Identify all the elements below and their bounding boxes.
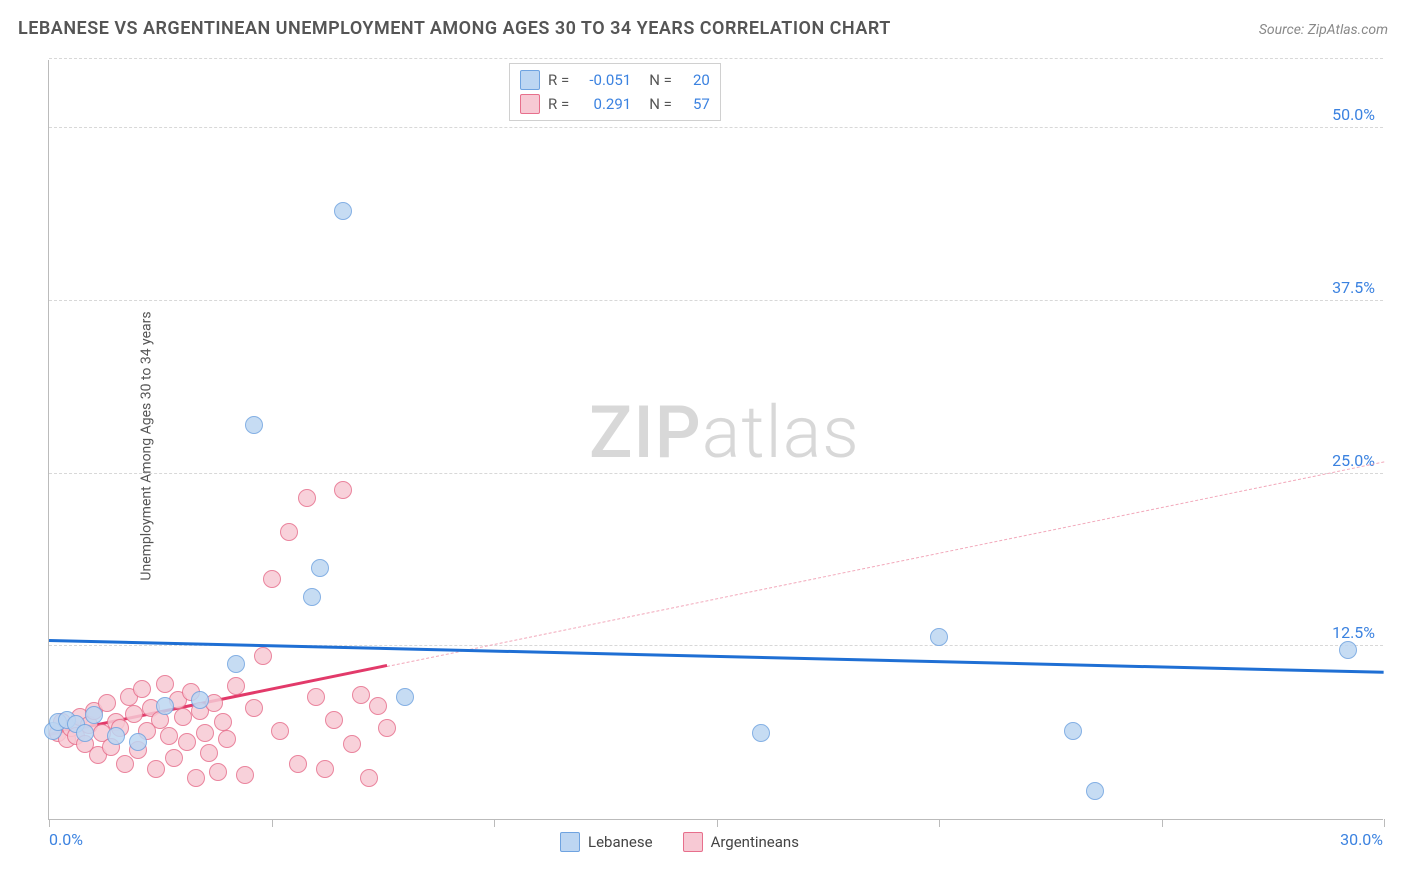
legend-n-label: N =: [649, 95, 672, 113]
legend-r-value: 0.291: [577, 95, 631, 113]
data-point: [147, 760, 165, 778]
legend-row: R = 0.291 N = 57: [520, 92, 710, 116]
data-point: [289, 755, 307, 773]
data-point: [227, 677, 245, 695]
x-tick: [494, 819, 495, 827]
data-point: [187, 769, 205, 787]
x-tick: [1162, 819, 1163, 827]
chart-source: Source: ZipAtlas.com: [1259, 22, 1388, 38]
gridline-h: [49, 58, 1383, 59]
data-point: [343, 735, 361, 753]
trend-line: [387, 462, 1384, 667]
scatter-plot: ZIPatlas 12.5%25.0%37.5%50.0%0.0%30.0%R …: [48, 60, 1383, 820]
data-point: [311, 559, 329, 577]
data-point: [930, 628, 948, 646]
data-point: [165, 749, 183, 767]
y-tick-label: 50.0%: [1332, 105, 1375, 124]
data-point: [271, 722, 289, 740]
data-point: [334, 202, 352, 220]
legend-swatch: [520, 70, 540, 90]
series-name: Argentineans: [711, 833, 799, 851]
data-point: [191, 691, 209, 709]
data-point: [254, 647, 272, 665]
data-point: [1064, 722, 1082, 740]
data-point: [196, 724, 214, 742]
data-point: [360, 769, 378, 787]
data-point: [1086, 782, 1104, 800]
data-point: [156, 675, 174, 693]
data-point: [303, 588, 321, 606]
legend-r-label: R =: [548, 71, 569, 89]
legend-n-value: 57: [680, 95, 710, 113]
data-point: [369, 697, 387, 715]
watermark-bold: ZIP: [589, 390, 702, 475]
series-legend-item: Lebanese: [560, 832, 653, 852]
data-point: [352, 686, 370, 704]
data-point: [156, 697, 174, 715]
data-point: [325, 711, 343, 729]
data-point: [214, 713, 232, 731]
x-max-label: 30.0%: [1340, 830, 1383, 849]
gridline-h: [49, 473, 1383, 474]
data-point: [116, 755, 134, 773]
data-point: [1339, 641, 1357, 659]
data-point: [129, 733, 147, 751]
data-point: [125, 705, 143, 723]
data-point: [200, 744, 218, 762]
data-point: [307, 688, 325, 706]
data-point: [245, 699, 263, 717]
series-legend-item: Argentineans: [683, 832, 799, 852]
watermark: ZIPatlas: [589, 390, 860, 475]
x-tick: [939, 819, 940, 827]
data-point: [218, 730, 236, 748]
data-point: [316, 760, 334, 778]
data-point: [174, 708, 192, 726]
x-tick: [1384, 819, 1385, 827]
x-tick: [272, 819, 273, 827]
chart-header: LEBANESE VS ARGENTINEAN UNEMPLOYMENT AMO…: [18, 18, 1388, 39]
data-point: [107, 727, 125, 745]
x-tick: [717, 819, 718, 827]
data-point: [133, 680, 151, 698]
data-point: [334, 481, 352, 499]
chart-title: LEBANESE VS ARGENTINEAN UNEMPLOYMENT AMO…: [18, 18, 891, 39]
data-point: [378, 719, 396, 737]
legend-n-value: 20: [680, 71, 710, 89]
data-point: [298, 489, 316, 507]
correlation-legend: R = -0.051 N = 20 R = 0.291 N = 57: [509, 63, 721, 121]
legend-swatch: [560, 832, 580, 852]
data-point: [178, 733, 196, 751]
watermark-thin: atlas: [702, 390, 860, 475]
series-name: Lebanese: [588, 833, 653, 851]
gridline-h: [49, 300, 1383, 301]
legend-swatch: [520, 94, 540, 114]
y-tick-label: 12.5%: [1332, 623, 1375, 642]
data-point: [752, 724, 770, 742]
x-tick: [49, 819, 50, 827]
legend-row: R = -0.051 N = 20: [520, 68, 710, 92]
legend-n-label: N =: [649, 71, 672, 89]
data-point: [209, 763, 227, 781]
gridline-h: [49, 127, 1383, 128]
data-point: [236, 766, 254, 784]
series-legend: Lebanese Argentineans: [560, 832, 799, 852]
data-point: [396, 688, 414, 706]
data-point: [76, 724, 94, 742]
legend-swatch: [683, 832, 703, 852]
data-point: [263, 570, 281, 588]
y-tick-label: 37.5%: [1332, 278, 1375, 297]
data-point: [245, 416, 263, 434]
legend-r-value: -0.051: [577, 71, 631, 89]
data-point: [85, 706, 103, 724]
data-point: [160, 727, 178, 745]
data-point: [280, 523, 298, 541]
data-point: [227, 655, 245, 673]
x-min-label: 0.0%: [49, 830, 83, 849]
legend-r-label: R =: [548, 95, 569, 113]
